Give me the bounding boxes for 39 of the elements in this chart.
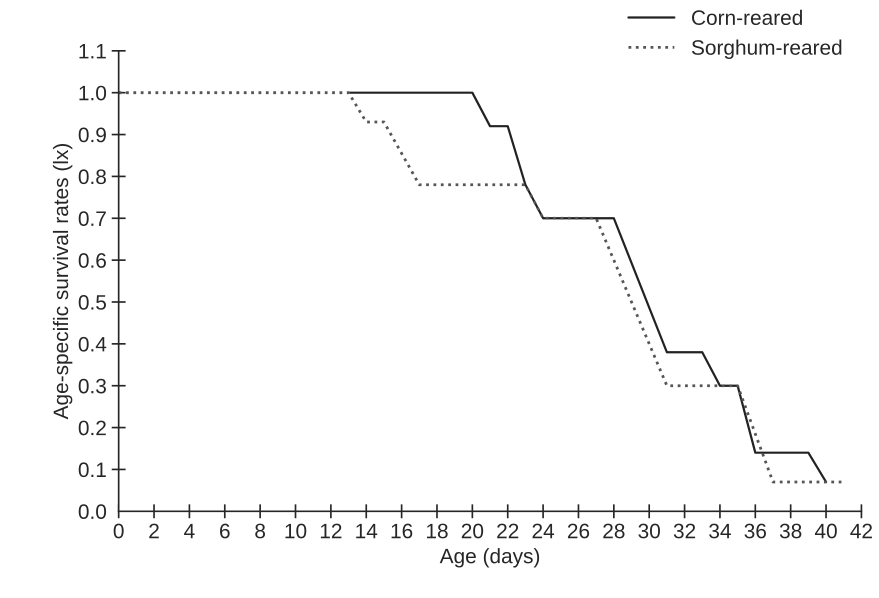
legend-label: Corn-reared <box>692 10 802 26</box>
x-tick-label: 22 <box>497 524 518 538</box>
x-tick-label: 28 <box>603 524 625 538</box>
x-tick-label: 14 <box>356 524 378 538</box>
y-tick-label: 0.5 <box>78 294 106 310</box>
x-tick-label: 30 <box>638 524 660 538</box>
y-axis-title: Age-specific survival rates (lx) <box>52 144 72 420</box>
y-tick-label: 0.8 <box>78 169 106 184</box>
legend-label: Sorghum-reared <box>692 40 842 59</box>
x-tick-label: 16 <box>392 524 412 538</box>
x-tick-label: 6 <box>220 524 230 538</box>
y-tick-label: 0.3 <box>78 378 106 394</box>
y-tick-label: 1.1 <box>79 44 106 58</box>
x-tick-label: 42 <box>850 524 872 538</box>
y-tick-label: 0.9 <box>78 128 106 142</box>
x-tick-label: 26 <box>568 524 590 538</box>
y-tick-label: 0.2 <box>78 420 106 436</box>
y-tick-label: 0.1 <box>78 462 106 478</box>
x-tick-label: 34 <box>709 524 731 538</box>
y-tick-label: 1.0 <box>79 86 106 100</box>
x-tick-label: 12 <box>320 524 342 538</box>
x-tick-label: 24 <box>532 524 554 538</box>
x-tick-label: 0 <box>114 524 124 538</box>
x-tick-label: 40 <box>814 524 837 538</box>
y-tick-label: 0.7 <box>78 211 106 226</box>
x-tick-label: 18 <box>426 524 448 538</box>
y-tick-label: 0.0 <box>78 504 106 520</box>
x-tick-label: 38 <box>780 524 802 538</box>
line-series <box>347 92 828 484</box>
y-tick-label: 0.4 <box>78 336 106 352</box>
x-tick-label: 20 <box>462 524 484 538</box>
x-tick-label: 36 <box>744 524 766 538</box>
x-tick-label: 32 <box>674 524 696 538</box>
y-tick-label: 0.6 <box>78 253 106 268</box>
x-tick-label: 8 <box>255 524 266 538</box>
x-tick-label: 2 <box>149 524 159 538</box>
x-tick-label: 10 <box>286 524 306 538</box>
x-axis-title: Age (days) <box>440 548 540 568</box>
x-tick-label: 4 <box>184 524 195 538</box>
